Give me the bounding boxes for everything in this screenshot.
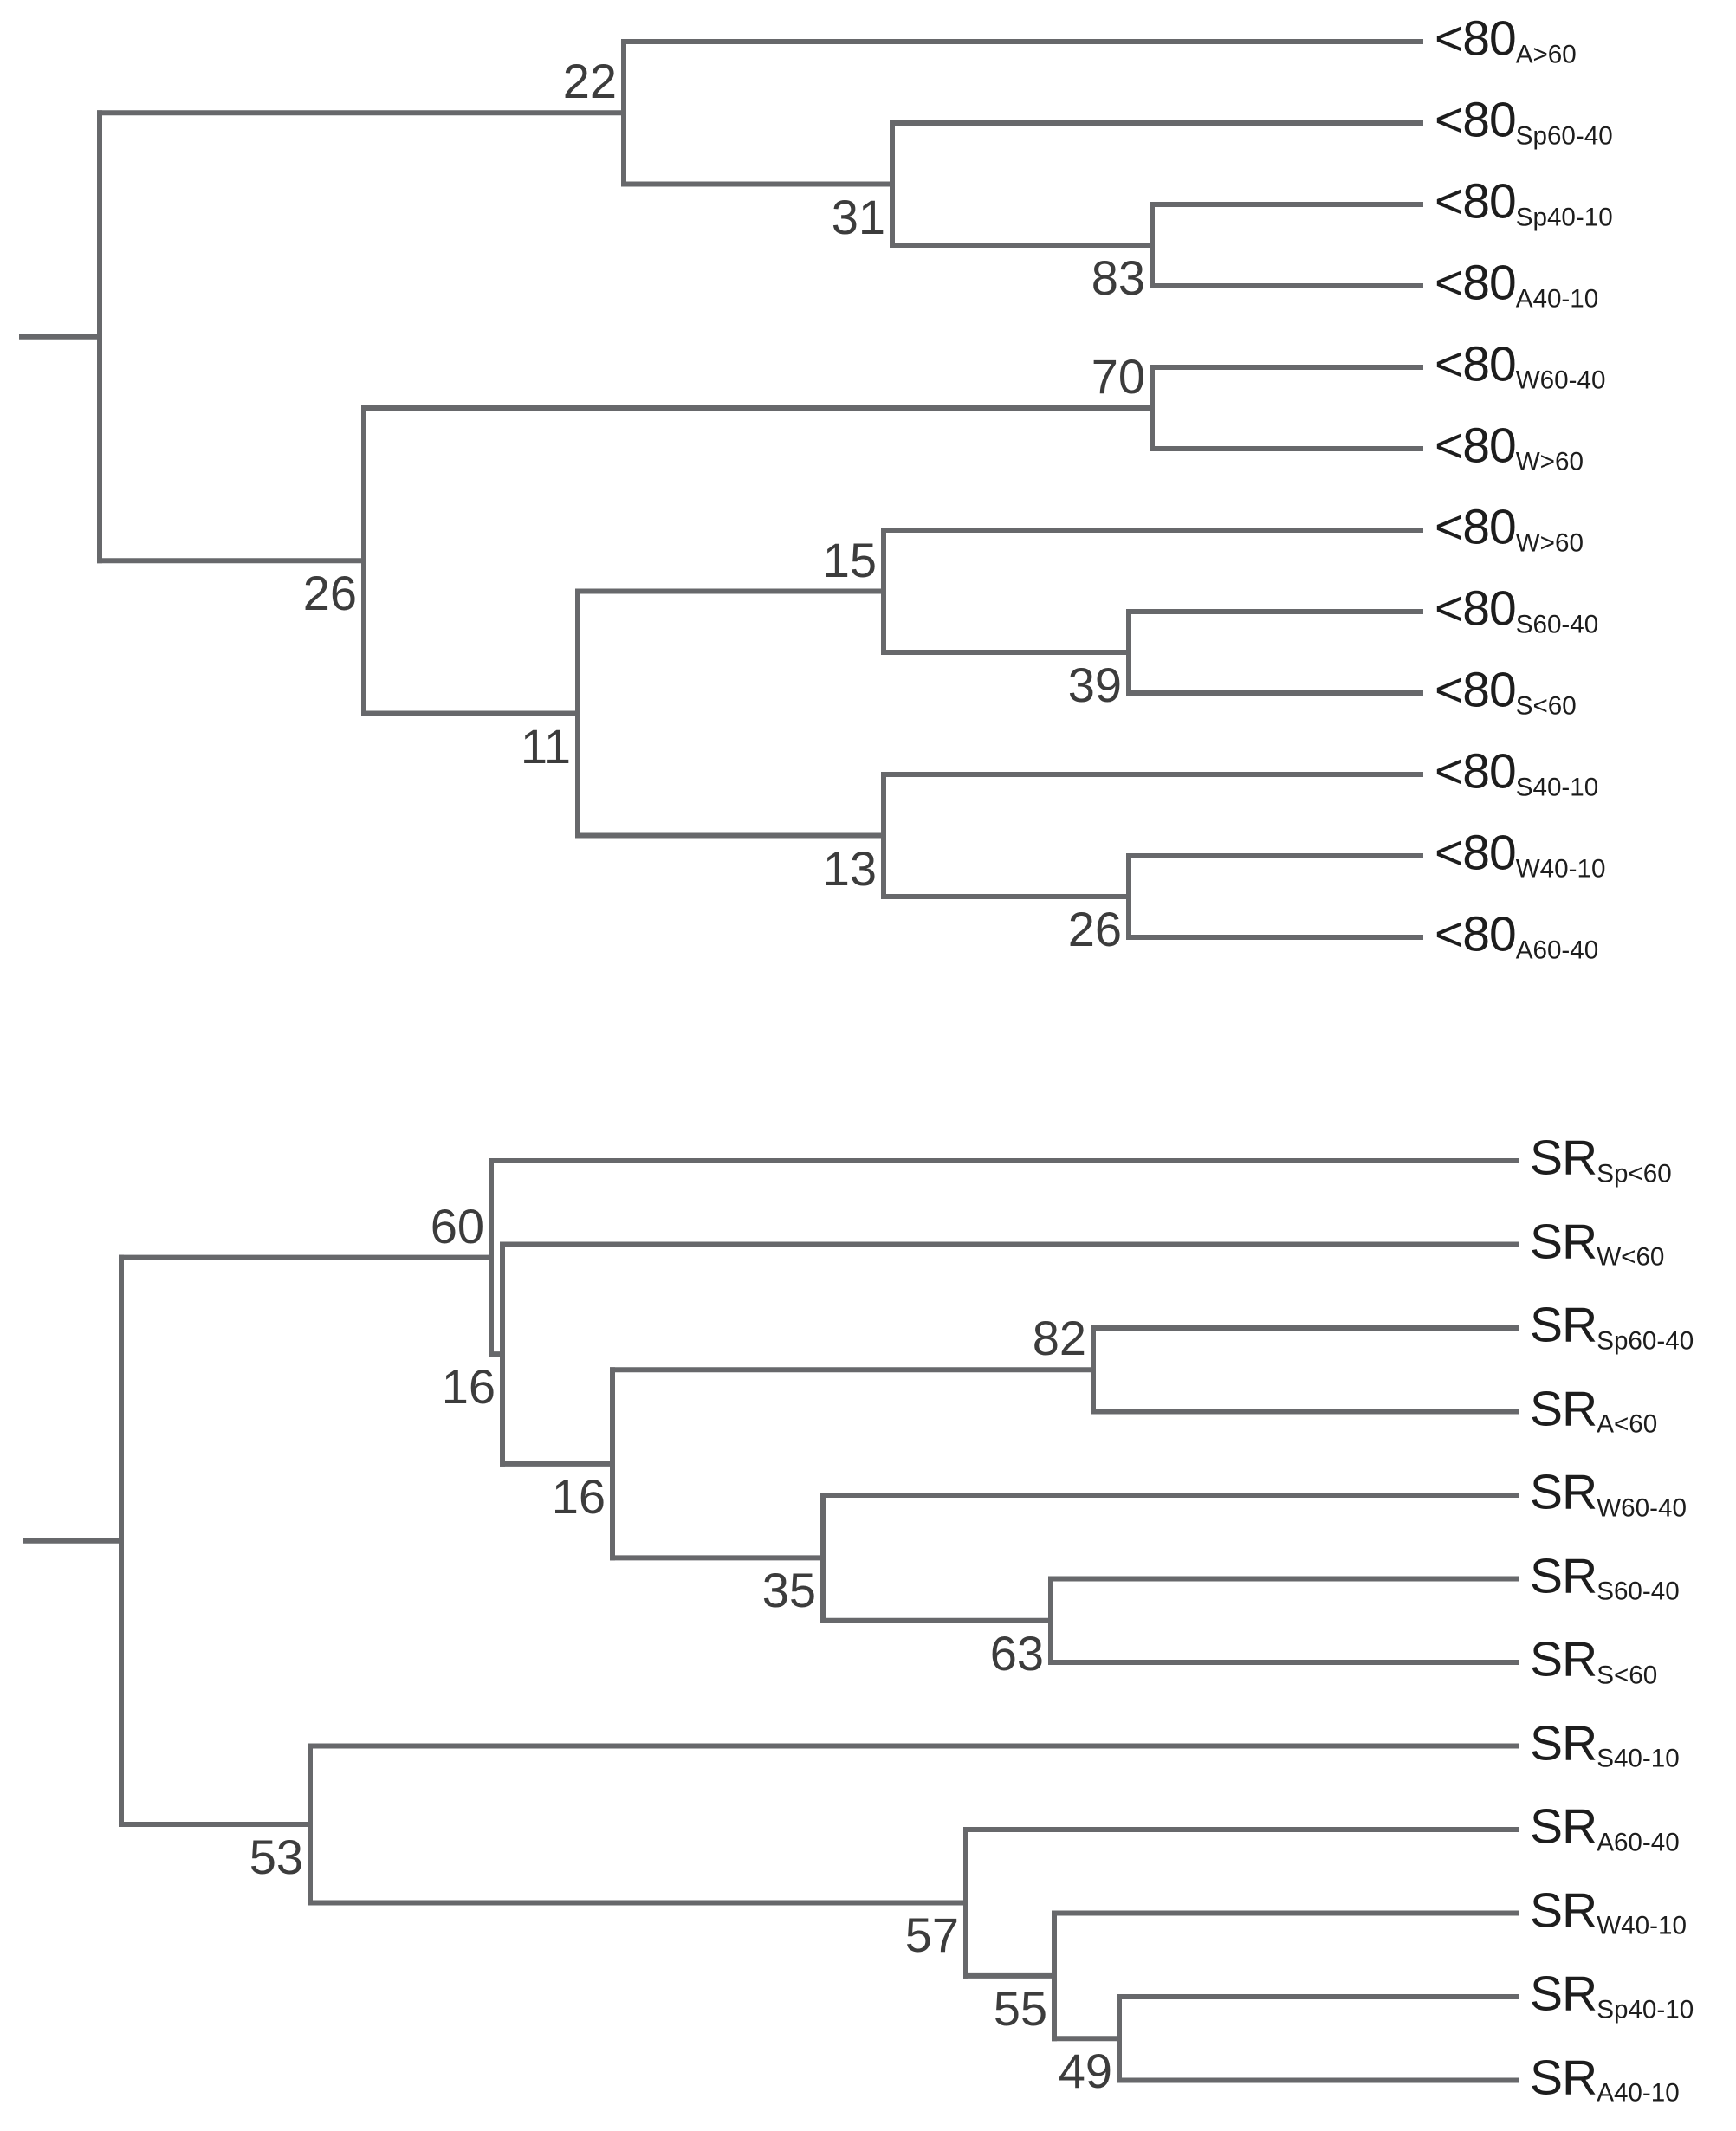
leaf-label-subscript: S40-10	[1515, 773, 1599, 802]
leaf-label-prefix: SR	[1530, 1798, 1597, 1855]
leaf-label: SRA40-10	[1530, 2050, 1680, 2107]
leaf-label: <80S<60	[1435, 662, 1577, 719]
support-value: 70	[1091, 349, 1145, 404]
leaf-label-subscript: A<60	[1597, 1410, 1658, 1440]
support-value: 82	[1032, 1311, 1086, 1366]
support-value: 13	[822, 840, 877, 896]
leaf-label: <80W>60	[1435, 421, 1584, 475]
leaf-label-prefix: SR	[1530, 1715, 1597, 1772]
leaf-label: <80S40-10	[1435, 747, 1598, 800]
leaf-label-subscript: A60-40	[1515, 936, 1599, 965]
leaf-label-prefix: SR	[1530, 2050, 1597, 2106]
leaf-label-prefix: SR	[1530, 1631, 1597, 1687]
leaf-label-subscript: S<60	[1515, 691, 1577, 721]
leaf-label: <80A40-10	[1435, 255, 1598, 312]
leaf-label-subscript: Sp60-40	[1515, 121, 1613, 151]
support-value: 39	[1067, 657, 1122, 712]
leaf-label-prefix: <80	[1435, 336, 1517, 392]
leaf-label-prefix: SR	[1530, 1882, 1597, 1939]
leaf-label-prefix: <80	[1435, 580, 1517, 637]
leaf-label-prefix: <80	[1435, 825, 1517, 881]
leaf-label: SRW60-40	[1530, 1464, 1687, 1521]
leaf-label-subscript: W40-10	[1597, 1912, 1687, 1941]
support-value: 57	[904, 1908, 959, 1963]
support-value: 11	[520, 718, 571, 774]
leaf-label-prefix: SR	[1530, 1464, 1597, 1520]
support-value: 22	[562, 54, 617, 109]
leaf-label: <80S60-40	[1435, 584, 1598, 638]
leaf-label-prefix: SR	[1530, 1548, 1597, 1604]
leaf-label: SRSp40-10	[1530, 1969, 1694, 2023]
leaf-label: <80W40-10	[1435, 825, 1605, 882]
leaf-label: SRS60-40	[1530, 1548, 1680, 1605]
leaf-label-subscript: A40-10	[1515, 284, 1599, 314]
support-value: 35	[761, 1563, 816, 1618]
support-value: 26	[1067, 902, 1122, 956]
leaf-label: <80W60-40	[1435, 336, 1605, 393]
leaf-label-prefix: <80	[1435, 10, 1517, 67]
leaf-label-prefix: <80	[1435, 499, 1517, 555]
leaf-label-subscript: Sp40-10	[1597, 1995, 1694, 2024]
leaf-label: SRSp60-40	[1530, 1297, 1694, 1354]
leaf-label: <80W>60	[1435, 499, 1584, 556]
support-value: 16	[551, 1468, 606, 1524]
leaf-label: SRS40-10	[1530, 1719, 1680, 1772]
leaf-label-subscript: W40-10	[1515, 854, 1606, 884]
leaf-label-subscript: W60-40	[1597, 1493, 1687, 1523]
leaf-label: SRS<60	[1530, 1631, 1657, 1688]
support-value: 16	[441, 1359, 496, 1415]
leaf-label-prefix: <80	[1435, 173, 1517, 230]
leaf-label-prefix: SR	[1530, 1966, 1597, 2022]
leaf-label: <80Sp60-40	[1435, 92, 1613, 149]
leaf-label: <80A60-40	[1435, 906, 1598, 963]
leaf-label-prefix: <80	[1435, 418, 1517, 474]
leaf-label-subscript: W>60	[1515, 528, 1584, 558]
leaf-label-prefix: <80	[1435, 255, 1517, 311]
leaf-label: <80A>60	[1435, 14, 1577, 68]
leaf-label: SRW40-10	[1530, 1886, 1687, 1940]
leaf-label-prefix: <80	[1435, 743, 1517, 800]
support-value: 83	[1091, 250, 1145, 305]
leaf-label: SRA<60	[1530, 1381, 1657, 1438]
leaf-label-prefix: <80	[1435, 92, 1517, 148]
support-value: 55	[993, 1980, 1047, 2036]
leaf-label-subscript: Sp40-10	[1515, 203, 1613, 232]
leaf-label-subscript: A40-10	[1597, 2079, 1680, 2108]
leaf-label: SRA60-40	[1530, 1802, 1680, 1856]
leaf-label-subscript: W>60	[1515, 447, 1584, 476]
leaf-label-subscript: Sp60-40	[1597, 1326, 1694, 1356]
leaf-label-prefix: <80	[1435, 662, 1517, 718]
support-value: 26	[302, 566, 357, 621]
leaf-label-prefix: <80	[1435, 906, 1517, 962]
leaf-label-subscript: S60-40	[1597, 1577, 1680, 1607]
leaf-label-subscript: W60-40	[1515, 366, 1606, 395]
leaf-label-prefix: SR	[1530, 1381, 1597, 1437]
leaf-label: SRSp<60	[1530, 1133, 1672, 1187]
leaf-label-subscript: S40-10	[1597, 1745, 1680, 1774]
support-value: 60	[430, 1198, 484, 1253]
leaf-label: SRW<60	[1530, 1214, 1664, 1271]
leaf-label-subscript: Sp<60	[1597, 1159, 1672, 1189]
leaf-label-subscript: A>60	[1515, 40, 1577, 69]
support-value: 53	[249, 1829, 303, 1884]
leaf-label-prefix: SR	[1530, 1130, 1597, 1186]
leaf-label-subscript: S60-40	[1515, 610, 1599, 639]
leaf-label-subscript: W<60	[1597, 1243, 1665, 1273]
support-value: 49	[1058, 2044, 1112, 2099]
leaf-label-subscript: S<60	[1597, 1661, 1658, 1690]
leaf-label-subscript: A60-40	[1597, 1828, 1680, 1857]
leaf-label: <80Sp40-10	[1435, 177, 1613, 230]
support-value: 15	[822, 532, 877, 587]
support-value: 63	[989, 1625, 1044, 1681]
leaf-label-prefix: SR	[1530, 1297, 1597, 1353]
leaf-label-prefix: SR	[1530, 1214, 1597, 1270]
support-value: 31	[831, 189, 885, 244]
